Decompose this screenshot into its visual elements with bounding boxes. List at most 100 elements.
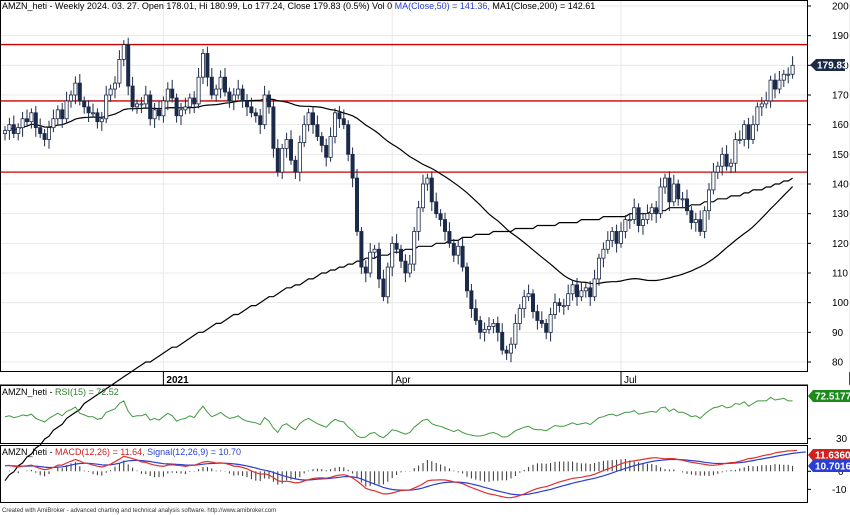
close-tag-text: 179.83 <box>817 61 848 72</box>
bull-candle-body <box>152 109 157 120</box>
candle <box>249 97 254 118</box>
bear-candle-body <box>222 76 227 93</box>
candle <box>715 161 720 179</box>
bear-candle-body <box>266 94 271 108</box>
bull-candle-body <box>7 124 12 131</box>
bull-candle-body <box>742 124 747 140</box>
bull-candle-body <box>187 97 192 108</box>
candle <box>60 103 65 128</box>
bull-candle-body <box>196 76 201 105</box>
candle <box>544 318 549 340</box>
candle <box>592 269 597 302</box>
candle <box>619 222 624 248</box>
bull-candle-body <box>108 88 113 96</box>
macd-axis: 0 -10 <box>807 467 847 496</box>
bear-candle-body <box>86 106 91 114</box>
candle <box>667 171 672 211</box>
bear-candle-body <box>438 213 443 221</box>
candle <box>588 281 593 306</box>
candle <box>99 111 104 131</box>
bull-candle-body <box>619 231 624 244</box>
candle <box>196 68 201 109</box>
candle <box>663 173 668 194</box>
bear-candle-body <box>354 177 359 232</box>
candle <box>266 90 271 114</box>
candle <box>236 79 241 100</box>
bull-candle-body <box>99 118 104 123</box>
bear-candle-body <box>724 153 729 167</box>
price-tick-label: 160 <box>832 120 849 131</box>
bear-candle-body <box>614 231 619 244</box>
candle <box>328 127 333 162</box>
bull-candle-body <box>328 136 333 158</box>
bear-candle-body <box>495 323 500 333</box>
bear-candle-body <box>227 91 232 102</box>
bull-candle-body <box>702 210 707 232</box>
bear-candle-body <box>434 201 439 215</box>
macd-tick-label: -10 <box>832 485 847 496</box>
bear-candle-body <box>442 219 447 232</box>
bear-candle-body <box>698 219 703 232</box>
bull-candle-body <box>3 130 8 134</box>
bull-candle-body <box>790 64 795 75</box>
bear-candle-body <box>60 109 65 120</box>
bull-candle-body <box>117 59 122 84</box>
bull-candle-body <box>508 343 513 354</box>
candle <box>51 109 56 133</box>
bull-candle-body <box>104 94 109 120</box>
candle <box>218 70 223 99</box>
bear-candle-body <box>258 115 263 126</box>
macd-line <box>4 449 798 499</box>
candle <box>394 234 399 254</box>
bull-candle-body <box>786 73 791 76</box>
bull-candle-body <box>302 124 307 143</box>
candle <box>561 298 566 315</box>
candle <box>363 260 368 283</box>
candle <box>73 76 78 105</box>
bear-candle-body <box>460 245 465 268</box>
candle <box>517 304 522 331</box>
candle <box>288 130 293 165</box>
date-label: Jul <box>624 375 637 386</box>
candle <box>178 103 183 125</box>
bull-candle-body <box>561 305 566 308</box>
bull-candle-body <box>297 142 302 173</box>
candle <box>482 322 487 342</box>
candle <box>680 192 685 209</box>
bull-candle-body <box>482 328 487 333</box>
bull-candle-body <box>522 296 527 310</box>
candle <box>407 254 412 278</box>
candle <box>24 109 29 127</box>
bear-candle-body <box>535 311 540 321</box>
bull-candle-body <box>113 82 118 90</box>
bull-candle-body <box>491 323 496 327</box>
bear-candle-body <box>156 109 161 117</box>
ma200-line <box>4 177 793 482</box>
bull-candle-body <box>755 106 760 126</box>
price-tick-label: 130 <box>832 209 849 220</box>
candle <box>469 283 474 318</box>
candle <box>451 238 456 263</box>
bear-candle-body <box>676 183 681 200</box>
candle <box>553 293 558 319</box>
candle <box>768 75 773 108</box>
candle <box>319 132 324 153</box>
bull-candle-body <box>641 219 646 226</box>
bull-candle-body <box>214 88 219 96</box>
candle <box>614 224 619 253</box>
candle <box>724 145 729 171</box>
candle <box>11 115 16 139</box>
candle <box>416 200 421 241</box>
candle <box>64 91 69 124</box>
macd-title: AMZN_heti - MACD(12,26) = 11.64, Signal(… <box>2 447 241 457</box>
candle <box>645 204 650 225</box>
bear-candle-body <box>33 112 38 129</box>
signal-line <box>5 451 806 496</box>
rsi-tick-label: 30 <box>836 434 848 445</box>
bear-candle-body <box>394 242 399 250</box>
candle <box>464 262 469 298</box>
candle <box>258 108 263 134</box>
bear-candle-body <box>557 302 562 307</box>
candle <box>557 298 562 313</box>
